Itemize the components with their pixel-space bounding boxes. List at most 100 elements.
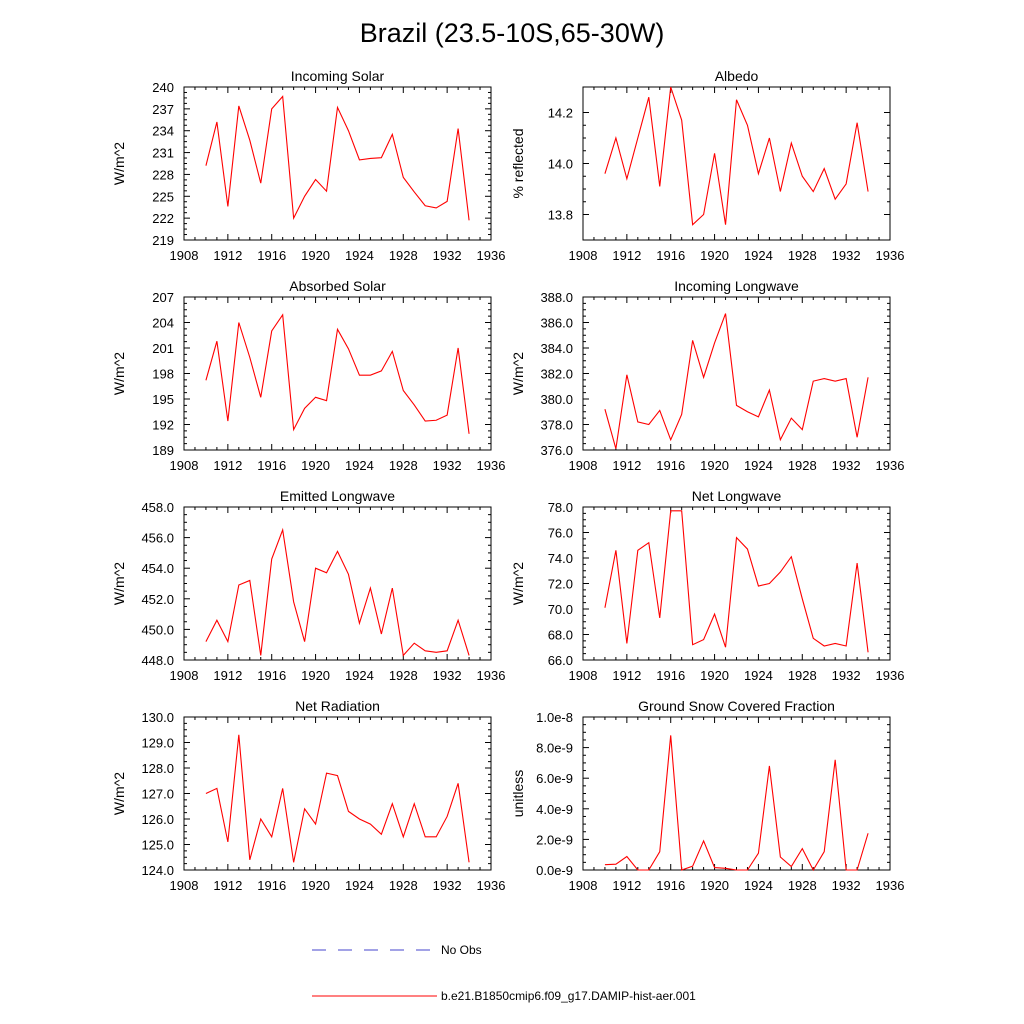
- x-tick-label: 1932: [832, 458, 861, 473]
- x-tick-label: 1908: [170, 668, 199, 683]
- y-tick-label: 1.0e-8: [536, 710, 573, 725]
- x-tick-label: 1920: [700, 248, 729, 263]
- series-line: [205, 734, 470, 863]
- y-tick-label: 384.0: [540, 341, 573, 356]
- x-tick-label: 1924: [744, 248, 773, 263]
- panel-8: Ground Snow Covered Fraction unitless 1908…: [510, 698, 904, 893]
- y-tick-label: 76.0: [548, 526, 573, 541]
- x-tick-label: 1912: [612, 458, 641, 473]
- x-tick-label: 1932: [832, 668, 861, 683]
- y-tick-label: 68.0: [548, 628, 573, 643]
- x-tick-label: 1920: [700, 458, 729, 473]
- x-tick-label: 1920: [301, 248, 330, 263]
- y-tick-label: 126.0: [141, 812, 174, 827]
- panel-title: Incoming Solar: [291, 68, 385, 84]
- x-tick-label: 1936: [477, 668, 506, 683]
- y-tick-label: 125.0: [141, 838, 174, 853]
- x-tick-label: 1916: [257, 668, 286, 683]
- y-axis-label: W/m^2: [510, 562, 526, 605]
- x-tick-label: 1924: [744, 878, 773, 893]
- x-tick-label: 1928: [389, 878, 418, 893]
- y-tick-label: 72.0: [548, 577, 573, 592]
- y-axis-label: W/m^2: [111, 562, 127, 605]
- x-tick-label: 1916: [257, 878, 286, 893]
- plot-frame: [183, 506, 492, 661]
- x-tick-label: 1928: [788, 248, 817, 263]
- y-tick-label: 0.0e-9: [536, 863, 573, 878]
- panel-title: Albedo: [715, 68, 759, 84]
- y-tick-label: 189: [152, 443, 174, 458]
- y-tick-label: 14.2: [548, 106, 573, 121]
- x-tick-label: 1924: [345, 248, 374, 263]
- y-tick-label: 74.0: [548, 551, 573, 566]
- panel-1: Incoming Solar W/m^2 1908 1912 1916 1920 1924 1…: [111, 68, 505, 263]
- y-tick-label: 225: [152, 189, 174, 204]
- y-tick-label: 204: [152, 316, 174, 331]
- x-tick-label: 1912: [213, 248, 242, 263]
- y-tick-label: 382.0: [540, 367, 573, 382]
- x-tick-label: 1936: [477, 458, 506, 473]
- y-tick-label: 70.0: [548, 602, 573, 617]
- x-tick-label: 1936: [876, 878, 905, 893]
- y-tick-label: 4.0e-9: [536, 802, 573, 817]
- y-tick-label: 388.0: [540, 290, 573, 305]
- panel-title: Incoming Longwave: [674, 278, 799, 294]
- x-tick-label: 1928: [389, 668, 418, 683]
- x-tick-label: 1912: [213, 668, 242, 683]
- y-tick-label: 127.0: [141, 787, 174, 802]
- y-tick-label: 192: [152, 418, 174, 433]
- x-tick-label: 1908: [569, 668, 598, 683]
- y-tick-label: 376.0: [540, 443, 573, 458]
- x-tick-label: 1912: [213, 878, 242, 893]
- x-tick-label: 1916: [656, 668, 685, 683]
- x-tick-label: 1920: [301, 458, 330, 473]
- x-tick-label: 1932: [433, 668, 462, 683]
- y-tick-label: 201: [152, 341, 174, 356]
- x-tick-label: 1936: [876, 248, 905, 263]
- y-tick-label: 378.0: [540, 418, 573, 433]
- y-tick-label: 128.0: [141, 761, 174, 776]
- x-tick-label: 1924: [744, 458, 773, 473]
- legend-model-label: b.e21.B1850cmip6.f09_g17.DAMIP-hist-aer.…: [441, 989, 696, 1003]
- x-tick-label: 1932: [433, 458, 462, 473]
- panel-5: Emitted Longwave W/m^2 1908 1912 1916 1920 192…: [111, 488, 505, 683]
- x-tick-label: 1924: [345, 458, 374, 473]
- x-tick-label: 1916: [656, 248, 685, 263]
- series-line: [205, 313, 470, 434]
- plot-frame: [582, 296, 891, 451]
- x-tick-label: 1928: [788, 878, 817, 893]
- series-line: [604, 735, 869, 872]
- series-line: [604, 313, 869, 449]
- x-tick-label: 1936: [876, 668, 905, 683]
- series-line: [604, 510, 869, 653]
- x-tick-label: 1916: [656, 458, 685, 473]
- x-tick-label: 1920: [700, 668, 729, 683]
- panel-title: Emitted Longwave: [280, 488, 395, 504]
- x-tick-label: 1912: [213, 458, 242, 473]
- legend-obs-label: No Obs: [441, 943, 482, 957]
- x-tick-label: 1920: [700, 878, 729, 893]
- y-tick-label: 124.0: [141, 863, 174, 878]
- x-tick-label: 1912: [612, 248, 641, 263]
- x-tick-label: 1924: [345, 878, 374, 893]
- y-tick-label: 380.0: [540, 392, 573, 407]
- y-tick-label: 14.0: [548, 157, 573, 172]
- panel-3: Absorbed Solar W/m^2 1908 1912 1916 1920 1924 1…: [111, 278, 505, 473]
- y-tick-label: 13.8: [548, 208, 573, 223]
- plot-frame: [582, 506, 891, 661]
- legend: No Obs b.e21.B1850cmip6.f09_g17.DAMIP-hi…: [312, 943, 696, 1003]
- x-tick-label: 1932: [433, 878, 462, 893]
- x-tick-label: 1916: [656, 878, 685, 893]
- x-tick-label: 1912: [612, 878, 641, 893]
- y-axis-label: % reflected: [510, 128, 526, 198]
- x-tick-label: 1908: [569, 878, 598, 893]
- y-tick-label: 240: [152, 80, 174, 95]
- x-tick-label: 1908: [170, 878, 199, 893]
- y-tick-label: 198: [152, 367, 174, 382]
- y-tick-label: 129.0: [141, 736, 174, 751]
- y-tick-label: 386.0: [540, 316, 573, 331]
- plot-frame: [183, 716, 492, 871]
- x-tick-label: 1912: [612, 668, 641, 683]
- y-tick-label: 454.0: [141, 561, 174, 576]
